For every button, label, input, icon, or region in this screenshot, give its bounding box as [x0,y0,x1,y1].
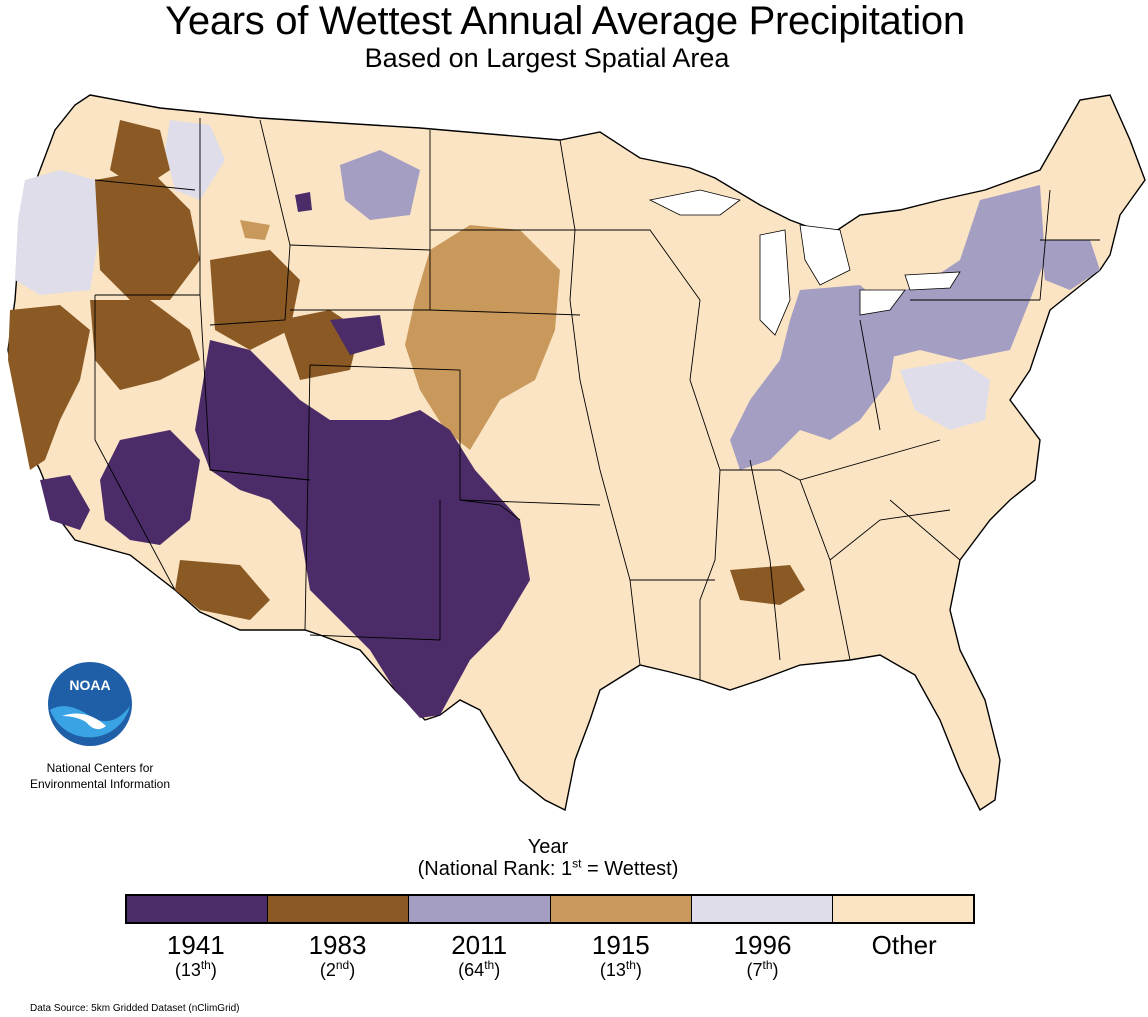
legend-title: Year (National Rank: 1st = Wettest) [348,836,748,880]
legend-rank-number: 7 [752,960,763,980]
region-1983 [8,120,805,620]
legend-title-line2-sup: st [572,856,582,871]
legend-labels: 1941 (13th) 1983 (2nd) 2011 (64th) 1915 … [125,930,975,980]
legend-title-line2-post: = Wettest) [581,858,679,880]
legend-rank-number: 13 [180,960,201,980]
noaa-logo: NOAA [48,662,132,746]
region-1996 [15,120,990,430]
legend-rank: (2nd) [319,958,356,980]
legend-swatch-1915 [550,896,692,922]
legend-title-line2-pre: (National Rank: 1 [417,858,573,880]
legend-swatch-1983 [268,896,410,922]
legend-rank: (7th) [746,958,779,980]
legend-label-1983: 1983 (2nd) [267,930,409,980]
legend-rank: (64th) [458,958,501,980]
region-1915 [240,220,560,450]
noaa-logo-text: NOAA [69,677,110,693]
legend-rank-number: 2 [325,960,336,980]
great-lakes [648,189,961,336]
legend-swatch-1941 [127,896,269,922]
legend-rank-suffix: th [625,958,636,972]
legend-rank-suffix: th [200,958,211,972]
legend-rank-number: 13 [605,960,626,980]
legend-year: 2011 [451,930,508,960]
legend-year: Other [871,930,937,960]
legend-rank: (13th) [599,958,642,980]
legend-rank-suffix: nd [335,958,350,972]
legend-year: 1996 [733,930,792,960]
legend-label-2011: 2011 (64th) [408,930,550,980]
legend-swatch-1996 [691,896,833,922]
state-boundaries [94,118,1100,680]
map-title: Years of Wettest Annual Average Precipit… [165,0,965,43]
legend-label-1996: 1996 (7th) [692,930,834,980]
map-subtitle: Based on Largest Spatial Area [364,43,730,73]
legend-label-1915: 1915 (13th) [550,930,692,980]
legend-swatch-2011 [409,896,551,922]
region-1941 [40,192,530,718]
us-precipitation-map [7,94,1146,812]
legend-rank-suffix: th [762,958,773,972]
legend-title-line1: Year [527,836,569,858]
legend-year: 1915 [591,930,650,960]
legend-swatch-other [832,896,974,922]
legend-year: 1983 [308,930,367,960]
agency-name: National Centers for Environmental Infor… [29,761,171,791]
legend-rank-suffix: th [484,958,495,972]
legend-label-other: Other [833,930,975,980]
legend-label-1941: 1941 (13th) [125,930,267,980]
legend-rank-number: 64 [464,960,485,980]
legend-bar [125,894,975,924]
legend-rank: (13th) [174,958,217,980]
legend-title-line2: (National Rank: 1st = Wettest) [348,856,748,880]
legend-year: 1941 [166,930,225,960]
data-source: Data Source: 5km Gridded Dataset (nClimG… [30,1003,240,1014]
